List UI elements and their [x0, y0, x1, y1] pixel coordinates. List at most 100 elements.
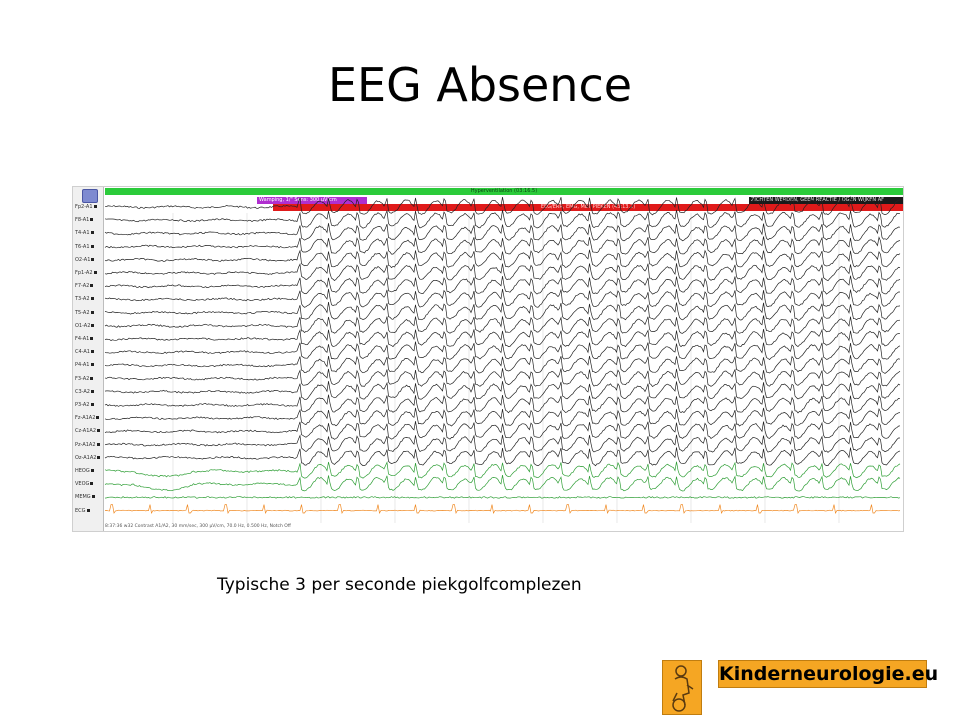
channel-marker-icon: [90, 244, 94, 248]
channel-label-text: VEOG: [75, 481, 90, 488]
trace-f7-a2: [104, 275, 901, 295]
channel-label: Cz-A1A2: [75, 428, 101, 435]
channel-marker-icon: [91, 323, 95, 327]
slide-title: EEG Absence: [327, 58, 633, 112]
channel-label-text: HEOG: [75, 468, 90, 474]
trace-o1-a2: [104, 315, 901, 334]
channel-label-text: Cz-A1A2: [75, 428, 97, 435]
trace-c3-a2: [104, 381, 901, 400]
trace-memg: [104, 496, 901, 499]
channel-label: MEMG: [75, 494, 95, 500]
channel-label-text: P4-A1: [75, 362, 90, 369]
channel-label-text: Fp1-A2: [75, 270, 93, 276]
trace-fp1-a2: [104, 262, 901, 282]
trace-o2-a1: [104, 249, 901, 269]
trace-veog: [104, 475, 901, 492]
channel-label: F3-A2: [75, 375, 94, 382]
channel-marker-icon: [96, 416, 100, 420]
hyperventilation-bar: Hyperventilation (03:16.5): [105, 188, 903, 195]
channel-label-text: Pz-A1A2: [75, 441, 96, 448]
observation-marker: ZICHTEN WERDEN, GEEN REACTIE / OGEN WIJK…: [749, 197, 903, 204]
trace-t6-a1: [104, 236, 901, 255]
channel-label: Fz-A1A2: [75, 415, 100, 422]
channel-marker-icon: [90, 310, 94, 314]
channel-marker-icon: [90, 376, 94, 380]
channel-label: Fp1-A2: [75, 270, 97, 276]
channel-label: F7-A2: [75, 283, 94, 290]
channel-label: O1-A2: [75, 322, 95, 329]
channel-marker-icon: [96, 442, 100, 446]
channel-marker-icon: [90, 337, 94, 340]
channel-marker-icon: [93, 205, 97, 208]
channel-label-text: C4-A1: [75, 349, 90, 356]
channel-label-text: F3-A2: [75, 375, 90, 382]
channel-label-text: F8-A1: [75, 217, 90, 224]
trace-cz-a1a2: [104, 421, 901, 440]
channel-marker-icon: [90, 218, 94, 222]
trace-t4-a1: [104, 223, 901, 242]
trace-f8-a1: [104, 209, 901, 229]
trace-t3-a2: [104, 288, 900, 308]
channel-marker-icon: [97, 429, 101, 433]
channel-marker-icon: [90, 350, 94, 354]
channel-marker-icon: [91, 257, 95, 261]
channel-label-text: Fz-A1A2: [75, 415, 96, 422]
channel-label: T6-A1: [75, 244, 94, 250]
trace-p3-a2: [104, 394, 901, 414]
channel-marker-icon: [91, 495, 95, 499]
channel-marker-icon: [93, 271, 97, 274]
status-bar: 8:37:36 w32 Contrast A1/A2, 30 mm/sec, 3…: [105, 524, 291, 529]
trace-p4-a1: [104, 355, 901, 374]
channel-label-text: T3-A2: [75, 296, 90, 303]
channel-marker-icon: [90, 363, 94, 367]
channel-label: Fp2-A1: [75, 204, 97, 210]
slide-caption: Typische 3 per seconde piekgolfcomplezen: [217, 575, 582, 595]
trace-ecg: [104, 504, 901, 515]
channel-label-text: P3-A2: [75, 402, 90, 408]
channel-label: F4-A1: [75, 336, 94, 342]
channel-label: T3-A2: [75, 296, 94, 302]
trace-oz-a1a2: [104, 447, 901, 467]
channel-label-text: Oz-A1A2: [75, 454, 97, 461]
channel-label-text: T6-A1: [75, 243, 90, 250]
channel-label-text: F7-A2: [75, 283, 90, 290]
channel-marker-icon: [97, 455, 101, 459]
channel-label: VEOG: [75, 481, 94, 488]
trace-pz-a1a2: [104, 434, 900, 453]
channel-marker-icon: [86, 508, 90, 512]
trace-t5-a2: [104, 301, 901, 321]
channel-label-text: ECG: [75, 507, 86, 514]
channel-label-text: T4-A1: [75, 230, 90, 237]
trace-f4-a1: [104, 328, 901, 348]
channel-label: P3-A2: [75, 402, 94, 408]
trace-f3-a2: [104, 368, 901, 387]
eeg-recording: Hyperventilation (03:16.5) Wamping, 1/" …: [72, 186, 904, 532]
channel-label: C3-A2: [75, 389, 94, 395]
channel-label: O2-A1: [75, 256, 95, 263]
channel-label-text: O1-A2: [75, 322, 91, 329]
channel-label: HEOG: [75, 468, 94, 474]
settings-icon[interactable]: [82, 189, 98, 203]
brand-logo: Kinderneurologie.eu: [718, 660, 938, 688]
channel-marker-icon: [90, 297, 94, 301]
eeg-traces: [104, 196, 901, 523]
channel-marker-icon: [90, 284, 94, 288]
channel-marker-icon: [90, 482, 94, 486]
channel-label-text: MEMG: [75, 494, 91, 501]
channel-label-text: O2-A1: [75, 256, 91, 263]
channel-label: T4-A1: [75, 230, 94, 236]
trace-fp2-a1: [105, 196, 901, 216]
channel-marker-icon: [90, 469, 94, 472]
channel-label-text: F4-A1: [75, 336, 90, 342]
trace-c4-a1: [104, 341, 901, 360]
channel-label: P4-A1: [75, 362, 94, 368]
channel-label: Oz-A1A2: [75, 454, 101, 461]
channel-label-text: T5-A2: [75, 309, 90, 316]
channel-label: F8-A1: [75, 217, 94, 224]
channel-marker-icon: [90, 231, 94, 235]
trace-fz-a1a2: [104, 407, 901, 427]
segment-marker: Wamping, 1/" Sens: 300 µV/cm: [257, 197, 367, 204]
channel-marker-icon: [90, 403, 94, 406]
channel-marker-icon: [90, 389, 94, 393]
channel-label-text: C3-A2: [75, 388, 90, 395]
